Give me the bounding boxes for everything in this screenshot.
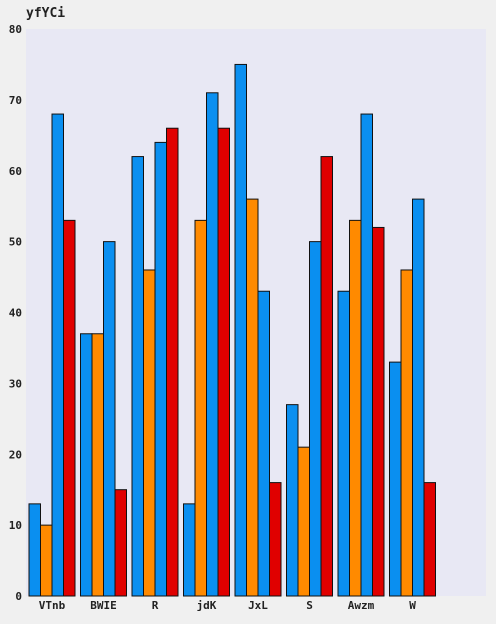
- bar-JxL-series-4: [269, 482, 282, 597]
- x-tick-label: Awzm: [348, 599, 375, 612]
- bar-VTnb-series-1: [28, 503, 41, 597]
- y-tick-label: 60: [9, 165, 22, 178]
- bar-S-series-4: [320, 156, 333, 597]
- bar-S-series-3: [309, 241, 322, 597]
- bar-W-series-3: [412, 198, 425, 597]
- x-tick-label: R: [152, 599, 159, 612]
- x-tick-label: VTnb: [39, 599, 66, 612]
- x-tick-label: S: [306, 599, 313, 612]
- bar-JxL-series-3: [257, 290, 270, 597]
- y-axis: 0 10 20 30 40 50 60 70 80: [9, 23, 22, 603]
- y-tick-label: 50: [9, 236, 22, 249]
- bar-Awzm-series-3: [360, 113, 373, 597]
- bar-W-series-1: [389, 361, 402, 597]
- bar-BWIE-series-4: [114, 489, 127, 597]
- bars: [28, 63, 436, 597]
- bar-jdK-series-4: [217, 127, 230, 597]
- bar-jdK-series-1: [183, 503, 196, 597]
- bar-S-series-1: [286, 404, 299, 597]
- bar-JxL-series-2: [246, 198, 259, 597]
- bar-VTnb-series-4: [63, 219, 76, 597]
- y-tick-label: 20: [9, 448, 22, 461]
- bar-S-series-2: [297, 446, 310, 597]
- x-tick-label: JxL: [248, 599, 268, 612]
- x-tick-label: jdK: [197, 599, 217, 612]
- bar-R-series-2: [143, 269, 156, 597]
- y-tick-label: 40: [9, 307, 22, 320]
- bar-R-series-3: [154, 141, 167, 597]
- bar-BWIE-series-2: [91, 333, 104, 597]
- bar-Awzm-series-1: [337, 290, 350, 597]
- bar-Awzm-series-2: [349, 219, 362, 597]
- bar-BWIE-series-3: [103, 241, 116, 597]
- bar-Awzm-series-4: [372, 226, 385, 597]
- bar-jdK-series-2: [194, 219, 207, 597]
- y-tick-label: 0: [15, 590, 22, 603]
- y-tick-label: 10: [9, 519, 22, 532]
- bar-VTnb-series-2: [40, 524, 53, 597]
- bar-R-series-4: [166, 127, 179, 597]
- chart-title: yfYCi: [26, 6, 66, 21]
- bar-BWIE-series-1: [80, 333, 93, 597]
- y-tick-label: 70: [9, 94, 22, 107]
- bar-R-series-1: [131, 156, 144, 597]
- y-tick-label: 30: [9, 377, 22, 390]
- x-tick-label: BWIE: [90, 599, 117, 612]
- bar-VTnb-series-3: [51, 113, 64, 597]
- bar-jdK-series-3: [206, 92, 219, 597]
- bar-W-series-2: [400, 269, 413, 597]
- x-tick-label: W: [409, 599, 416, 612]
- y-tick-label: 80: [9, 23, 22, 36]
- bar-JxL-series-1: [234, 63, 247, 597]
- bar-W-series-4: [423, 482, 436, 597]
